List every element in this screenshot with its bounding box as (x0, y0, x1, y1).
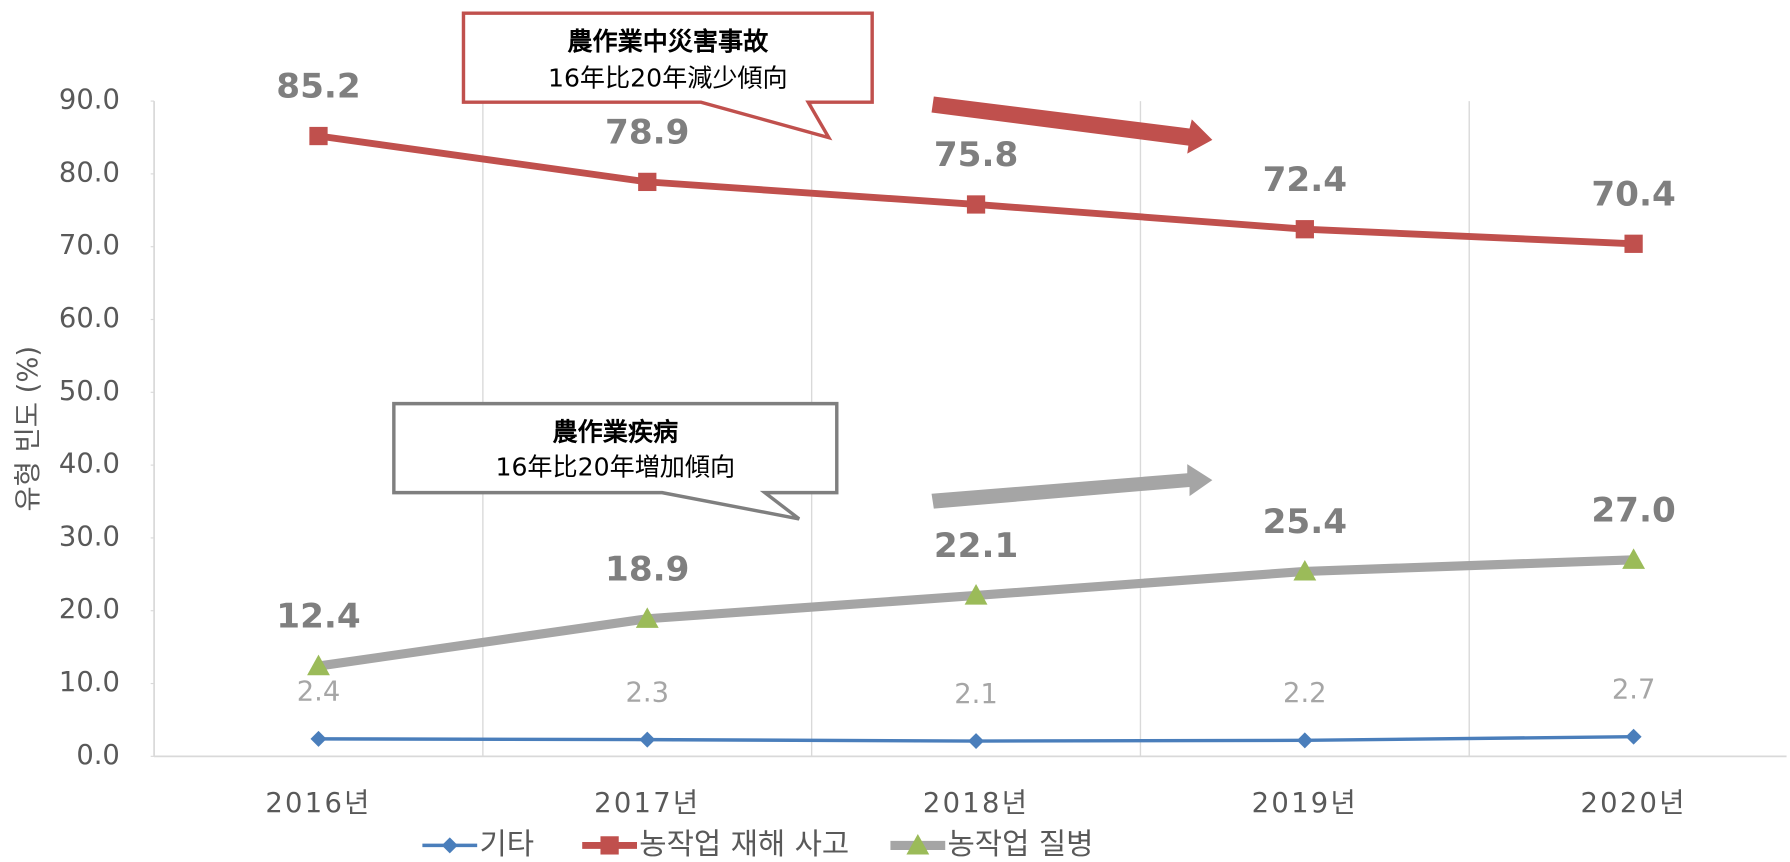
legend-label: 농작업 재해 사고 (639, 826, 849, 861)
marker (638, 172, 657, 192)
legend-label: 농작업 질병 (948, 826, 1094, 861)
data-label: 85.2 (276, 67, 360, 107)
x-tick-label: 2018년 (923, 788, 1029, 819)
data-label: 72.4 (1263, 160, 1347, 200)
data-label: 2.3 (626, 677, 670, 708)
x-tick-label: 2020년 (1580, 788, 1686, 819)
data-label: 75.8 (934, 135, 1018, 175)
marker (639, 731, 656, 748)
data-label: 2.7 (1612, 675, 1656, 706)
callout-title: 農作業中災害事故 (567, 27, 769, 56)
legend-marker (906, 833, 930, 855)
callout: 農作業中災害事故 16年比20年減少傾向 (461, 11, 874, 141)
y-tick-label: 30.0 (59, 521, 120, 552)
y-tick-label: 90.0 (59, 85, 120, 116)
callout-text: 16年比20年増加傾向 (495, 453, 735, 482)
callout: 農作業疾病 16年比20年増加傾向 (392, 401, 839, 521)
marker (635, 607, 659, 628)
legend-marker (441, 837, 458, 854)
data-label: 22.1 (934, 526, 1018, 566)
data-label: 2.1 (954, 679, 998, 710)
data-label: 27.0 (1591, 490, 1675, 530)
increase-arrow (931, 464, 1213, 509)
data-label: 2.4 (297, 677, 341, 708)
marker (1295, 220, 1314, 239)
legend-marker (600, 836, 619, 855)
y-axis-label: 유형 빈도 (%) (13, 346, 44, 512)
data-label: 78.9 (605, 112, 689, 152)
marker (1622, 548, 1646, 569)
marker (1293, 560, 1317, 581)
marker (1625, 728, 1642, 745)
y-tick-label: 40.0 (59, 449, 120, 480)
data-label: 25.4 (1263, 502, 1347, 542)
y-tick-label: 0.0 (76, 740, 120, 771)
x-tick-label: 2017년 (594, 788, 700, 819)
marker (968, 733, 985, 750)
callout-text: 16年比20年減少傾向 (548, 63, 788, 92)
y-tick-label: 80.0 (59, 157, 120, 188)
callout-title: 農作業疾病 (553, 417, 679, 446)
marker (307, 654, 330, 676)
line (317, 555, 1634, 671)
y-tick-label: 10.0 (59, 667, 120, 698)
marker (1624, 234, 1643, 253)
x-tick-label: 2016년 (265, 788, 371, 819)
marker (1296, 732, 1313, 749)
y-tick-label: 60.0 (59, 303, 120, 334)
y-tick-label: 50.0 (59, 376, 120, 407)
x-tick-label: 2019년 (1252, 788, 1358, 819)
data-label: 12.4 (276, 597, 360, 637)
marker (310, 730, 327, 747)
data-label: 18.9 (605, 549, 689, 589)
plot: 0.0 10.0 20.0 30.0 40.0 50.0 60.0 70.0 80.0 90.0 2… (59, 67, 1787, 861)
data-label: 2.2 (1283, 678, 1327, 709)
y-tick-label: 70.0 (59, 230, 120, 261)
data-label: 70.4 (1591, 174, 1675, 214)
y-tick-label: 20.0 (59, 594, 120, 625)
marker (309, 126, 328, 146)
marker (964, 584, 988, 605)
marker (966, 195, 986, 214)
legend-label: 기타 (479, 826, 534, 861)
decrease-arrow (931, 96, 1213, 154)
